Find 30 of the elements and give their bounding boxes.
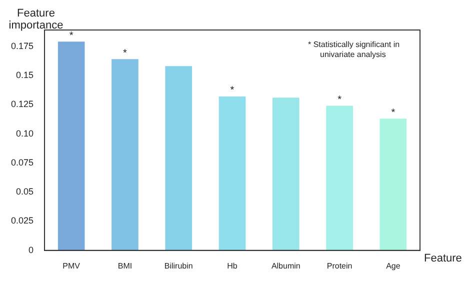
bar xyxy=(112,59,138,250)
x-axis-title: Feature xyxy=(424,252,462,264)
y-tick-label: 0.125 xyxy=(10,99,34,110)
y-tick-label: 0.05 xyxy=(16,186,34,197)
y-tick-label: 0.10 xyxy=(16,128,34,138)
y-tick-label: 0.025 xyxy=(10,216,34,226)
annotation: * xyxy=(123,48,128,59)
bar xyxy=(218,96,246,250)
bar xyxy=(326,106,353,250)
y-axis-title: Feature importance xyxy=(8,8,64,32)
y-tick-label: 0 xyxy=(28,244,34,255)
y-tick-label: 0.075 xyxy=(10,157,34,168)
annotation: * xyxy=(69,30,74,42)
x-tick-label: Hb xyxy=(227,261,238,270)
bar xyxy=(165,66,192,250)
x-tick-label: BMI xyxy=(118,261,132,270)
annotation: * xyxy=(230,85,234,96)
x-tick-label: Bilirubin xyxy=(164,261,193,270)
annotation: * Statistically significant in univariate analysis xyxy=(308,40,400,60)
x-tick-label: Albumin xyxy=(271,261,300,270)
x-tick-label: Protein xyxy=(326,261,352,270)
x-tick-label: Age xyxy=(386,261,401,270)
annotation: * xyxy=(391,107,396,118)
bar xyxy=(380,118,407,250)
bar xyxy=(58,42,85,250)
annotation: * xyxy=(338,94,342,106)
y-tick-label: 0.175 xyxy=(10,40,34,51)
bar xyxy=(272,98,300,250)
x-tick-label: PMV xyxy=(62,261,81,270)
y-tick-label: 0.15 xyxy=(16,70,34,80)
